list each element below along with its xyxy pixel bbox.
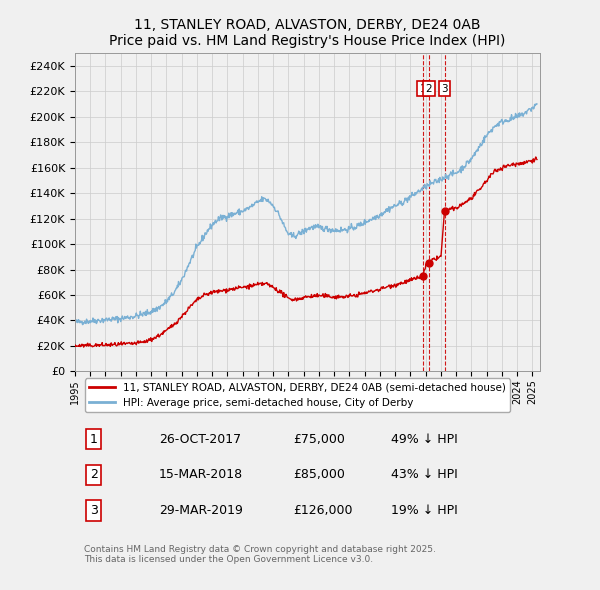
Legend: 11, STANLEY ROAD, ALVASTON, DERBY, DE24 0AB (semi-detached house), HPI: Average : 11, STANLEY ROAD, ALVASTON, DERBY, DE24 …	[85, 378, 511, 412]
Text: 43% ↓ HPI: 43% ↓ HPI	[391, 468, 458, 481]
Text: £85,000: £85,000	[293, 468, 346, 481]
Text: 19% ↓ HPI: 19% ↓ HPI	[391, 504, 458, 517]
Text: £75,000: £75,000	[293, 432, 346, 445]
Text: 3: 3	[441, 84, 448, 94]
Text: 26-OCT-2017: 26-OCT-2017	[158, 432, 241, 445]
Title: 11, STANLEY ROAD, ALVASTON, DERBY, DE24 0AB
Price paid vs. HM Land Registry's Ho: 11, STANLEY ROAD, ALVASTON, DERBY, DE24 …	[109, 18, 506, 48]
Text: 1: 1	[89, 432, 98, 445]
Text: 15-MAR-2018: 15-MAR-2018	[158, 468, 243, 481]
Text: 29-MAR-2019: 29-MAR-2019	[158, 504, 242, 517]
Text: 2: 2	[89, 468, 98, 481]
Text: Contains HM Land Registry data © Crown copyright and database right 2025.
This d: Contains HM Land Registry data © Crown c…	[84, 545, 436, 564]
Text: 2: 2	[425, 84, 432, 94]
Text: 49% ↓ HPI: 49% ↓ HPI	[391, 432, 458, 445]
Text: 1: 1	[419, 84, 426, 94]
Text: £126,000: £126,000	[293, 504, 353, 517]
Text: 3: 3	[89, 504, 98, 517]
